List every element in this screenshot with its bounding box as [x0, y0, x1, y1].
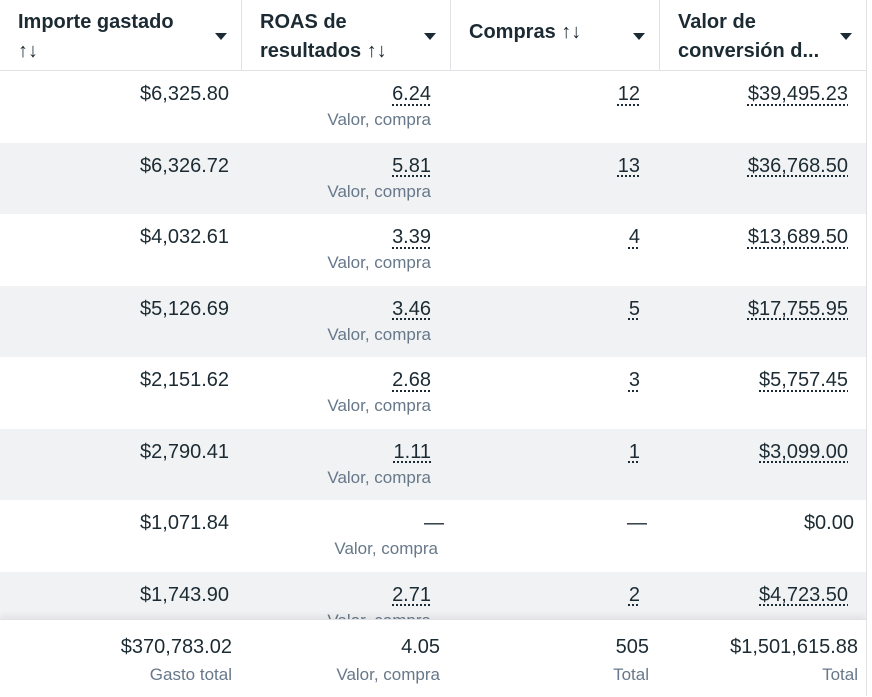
purchases-value[interactable]: 2: [628, 583, 640, 606]
table-header: Importe gastado ↑↓ ROAS de resultados ↑↓…: [0, 0, 866, 71]
roas-sublabel: Valor, compra: [327, 253, 431, 272]
dropdown-caret-icon[interactable]: [633, 33, 645, 40]
column-header-label: Compras ↑↓: [469, 21, 582, 43]
table-row: $2,151.62 2.68 Valor, compra 3 $5,757.45: [0, 357, 866, 429]
total-purchases: 505: [615, 636, 649, 658]
column-header-amount-spent[interactable]: Importe gastado ↑↓: [0, 0, 242, 70]
total-conversion-value: $1,501,615.88: [730, 636, 858, 658]
roas-sublabel: Valor, compra: [327, 467, 431, 487]
roas-value[interactable]: 5.81: [392, 154, 431, 177]
table-row: $1,071.84 — Valor, compra — $0.00: [0, 500, 866, 572]
column-header-label: Valor de: [678, 11, 756, 33]
roas-sublabel: Valor, compra: [242, 610, 431, 620]
purchases-value[interactable]: 1: [628, 440, 640, 463]
column-header-label-line2: resultados ↑↓: [260, 40, 387, 62]
amount-spent-value: $2,151.62: [140, 369, 229, 391]
purchases-value[interactable]: 13: [617, 154, 640, 177]
purchases-value[interactable]: 4: [628, 226, 640, 248]
dropdown-caret-icon[interactable]: [840, 33, 852, 40]
table-body: $6,325.80 6.24 Valor, compra 12 $39,495.2…: [0, 71, 866, 619]
column-header-label: ROAS de: [260, 11, 347, 33]
amount-spent-value: $2,790.41: [140, 440, 229, 463]
conversion-value[interactable]: $36,768.50: [747, 154, 848, 177]
adjacent-column-edge: [866, 0, 872, 696]
amount-spent-value: $1,071.84: [140, 512, 229, 534]
roas-sublabel: Valor, compra: [327, 396, 431, 415]
roas-sublabel: Valor, compra: [327, 181, 431, 201]
roas-sublabel: Valor, compra: [327, 324, 431, 344]
amount-spent-value: $5,126.69: [140, 297, 229, 320]
total-amount-spent-label: Gasto total: [149, 665, 232, 684]
total-purchases-label: Total: [613, 665, 649, 684]
table-row: $6,325.80 6.24 Valor, compra 12 $39,495.2…: [0, 71, 866, 143]
conversion-value[interactable]: $3,099.00: [759, 440, 848, 463]
conversion-value[interactable]: $39,495.23: [747, 83, 848, 105]
table-row: $5,126.69 3.46 Valor, compra 5 $17,755.95: [0, 285, 866, 357]
total-roas-label: Valor, compra: [336, 665, 440, 684]
total-amount-spent: $370,783.02: [120, 636, 232, 658]
column-header-roas[interactable]: ROAS de resultados ↑↓: [242, 0, 451, 70]
conversion-value[interactable]: $13,689.50: [747, 226, 848, 248]
purchases-value[interactable]: 3: [628, 369, 640, 391]
amount-spent-value: $6,326.72: [140, 154, 229, 177]
table-row: $6,326.72 5.81 Valor, compra 13 $36,768.5…: [0, 142, 866, 214]
totals-row: $370,783.02 Gasto total 4.05 Valor, comp…: [0, 619, 866, 697]
dropdown-caret-icon[interactable]: [215, 33, 227, 40]
roas-value[interactable]: 3.39: [392, 226, 431, 248]
conversion-value[interactable]: $4,723.50: [759, 583, 848, 606]
roas-value: —: [424, 512, 444, 534]
total-roas: 4.05: [401, 636, 440, 658]
roas-value[interactable]: 2.71: [392, 583, 431, 606]
dropdown-caret-icon[interactable]: [424, 33, 436, 40]
amount-spent-value: $1,743.90: [140, 583, 229, 606]
column-header-label-line2: conversión d...: [678, 40, 820, 62]
amount-spent-value: $4,032.61: [140, 226, 229, 248]
purchases-value[interactable]: 12: [617, 83, 640, 105]
column-header-purchases[interactable]: Compras ↑↓: [451, 0, 660, 70]
roas-sublabel: Valor, compra: [327, 110, 431, 129]
column-header-label: Importe gastado: [18, 11, 174, 33]
roas-sublabel: Valor, compra: [334, 539, 438, 558]
table-row: $4,032.61 3.39 Valor, compra 4 $13,689.50: [0, 214, 866, 286]
roas-value[interactable]: 1.11: [393, 440, 431, 463]
sort-icon[interactable]: ↑↓: [18, 40, 38, 62]
roas-value[interactable]: 6.24: [392, 83, 431, 105]
column-header-conversion-value[interactable]: Valor de conversión d...: [660, 0, 866, 70]
roas-value[interactable]: 3.46: [392, 297, 431, 320]
amount-spent-value: $6,325.80: [140, 83, 229, 105]
roas-value[interactable]: 2.68: [392, 369, 431, 391]
purchases-value: —: [627, 512, 647, 534]
conversion-value: $0.00: [803, 512, 854, 534]
conversion-value[interactable]: $17,755.95: [747, 297, 848, 320]
purchases-value[interactable]: 5: [628, 297, 640, 320]
total-conversion-value-label: Total: [822, 665, 858, 684]
conversion-value[interactable]: $5,757.45: [759, 369, 848, 391]
table-row: $2,790.41 1.11 Valor, compra 1 $3,099.00: [0, 428, 866, 500]
table-row: $1,743.90 2.71 Valor, compra 2 $4,723.50: [0, 571, 866, 620]
